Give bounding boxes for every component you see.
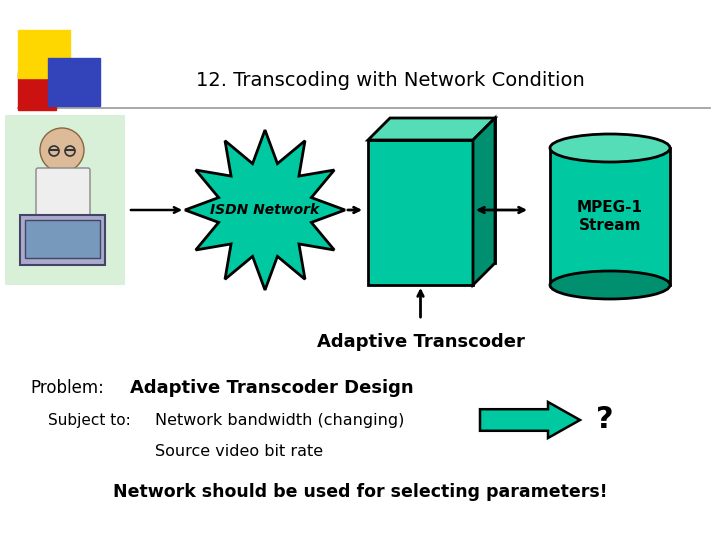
Bar xyxy=(20,215,105,265)
Text: ISDN Network: ISDN Network xyxy=(210,203,320,217)
Polygon shape xyxy=(473,118,495,285)
Bar xyxy=(18,30,70,78)
Polygon shape xyxy=(480,402,580,438)
Polygon shape xyxy=(185,130,345,290)
Text: MPEG-1
Stream: MPEG-1 Stream xyxy=(577,200,643,233)
Text: Source video bit rate: Source video bit rate xyxy=(155,444,323,460)
Text: Network bandwidth (changing): Network bandwidth (changing) xyxy=(155,413,405,428)
Bar xyxy=(48,58,100,106)
Ellipse shape xyxy=(550,134,670,162)
Circle shape xyxy=(40,128,84,172)
Text: Adaptive Transcoder Design: Adaptive Transcoder Design xyxy=(130,379,413,397)
Bar xyxy=(5,115,125,285)
Bar xyxy=(368,140,473,285)
Text: Adaptive Transcoder: Adaptive Transcoder xyxy=(317,333,524,351)
Text: 12. Transcoding with Network Condition: 12. Transcoding with Network Condition xyxy=(196,71,585,90)
Polygon shape xyxy=(368,118,495,140)
Bar xyxy=(18,72,56,110)
Text: Network should be used for selecting parameters!: Network should be used for selecting par… xyxy=(113,483,607,501)
Text: Subject to:: Subject to: xyxy=(48,413,131,428)
Text: Problem:: Problem: xyxy=(30,379,104,397)
Bar xyxy=(390,118,495,263)
Ellipse shape xyxy=(550,271,670,299)
Bar xyxy=(25,220,100,258)
Text: ?: ? xyxy=(596,406,614,435)
FancyBboxPatch shape xyxy=(36,168,90,227)
Bar xyxy=(550,148,670,285)
